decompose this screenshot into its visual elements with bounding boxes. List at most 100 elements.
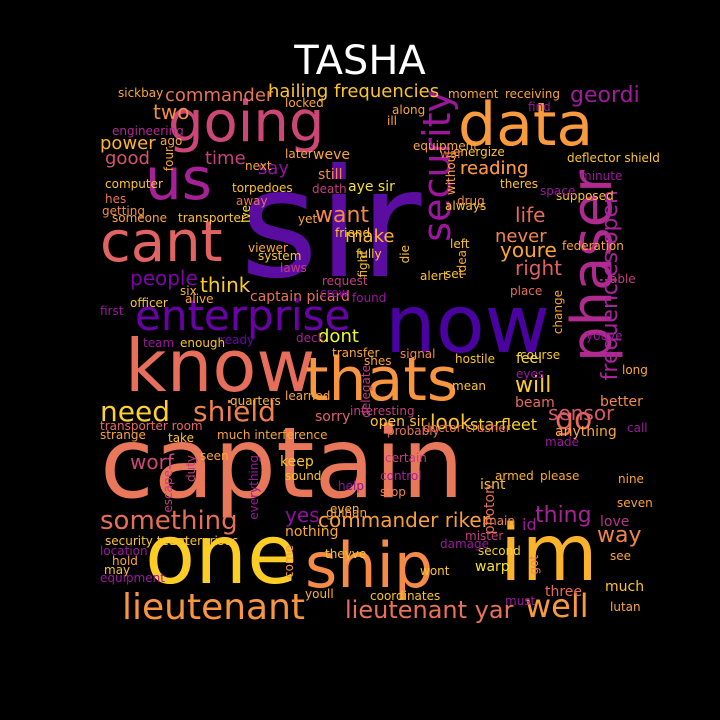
word-course: course [520, 348, 561, 362]
word-captain: captain [100, 407, 464, 521]
word-energize: energize [453, 145, 505, 159]
word-now: now [385, 278, 551, 371]
word-cant: cant [100, 210, 223, 275]
word-strange: strange [100, 428, 146, 442]
word-thats: thats [305, 345, 459, 415]
word-nothing: nothing [285, 524, 339, 540]
word-first: first [100, 304, 124, 318]
word-people: people [130, 266, 198, 290]
word-make: make [345, 226, 395, 247]
word-commander-riker: commander riker [318, 508, 490, 532]
word-federation: federation [562, 239, 624, 253]
word-go: go [555, 402, 593, 437]
word-learned: learned [285, 389, 331, 403]
word-youre: youre [500, 238, 557, 262]
word-us: us [145, 145, 212, 213]
page-title: TASHA [294, 38, 426, 84]
word-thing: thing [535, 503, 592, 528]
word-laws: laws [280, 261, 307, 275]
word-ship: ship [305, 529, 434, 602]
word-quarters: quarters [230, 394, 281, 408]
word-geordi: geordi [570, 83, 640, 108]
word-got: got [527, 555, 541, 575]
word-change: change [551, 290, 565, 335]
word-war: war [440, 147, 463, 161]
word-call: call [627, 421, 648, 435]
word-nine: nine [618, 472, 644, 486]
word-come: come [282, 545, 296, 579]
word-second: second [478, 544, 521, 558]
word-deflector-shield: deflector shield [567, 151, 660, 165]
word-say: say [258, 158, 290, 179]
word-crew: crew [320, 286, 349, 300]
word-better: better [600, 394, 643, 410]
word-may: may [104, 563, 131, 577]
word-receiving: receiving [505, 87, 561, 101]
word-captain-picard: captain picard [250, 289, 350, 305]
word-hostile: hostile [455, 352, 495, 366]
word-set: set [445, 267, 464, 281]
word-seen: seen [200, 449, 229, 463]
word-want: want [315, 203, 370, 228]
word-certain: certain [385, 451, 427, 465]
word-look: look [430, 410, 472, 434]
word-going: going [168, 90, 325, 155]
word-away: away [236, 194, 268, 208]
word-lieutenant-yar: lieutenant yar [345, 596, 514, 624]
word-death: death [312, 182, 347, 196]
word-guinan: guinan [326, 506, 368, 520]
word-seven: seven [617, 496, 653, 510]
word-friend: friend [335, 226, 371, 240]
word-fight: fight [356, 250, 370, 278]
word-alert: alert [420, 269, 448, 283]
word-theyve: theyve [325, 547, 367, 561]
word-later: later [285, 147, 313, 161]
word-equipment: equipment [100, 571, 165, 585]
word-ready: ready [220, 333, 255, 347]
word-supposed: supposed [556, 189, 614, 203]
word-beam: beam [515, 395, 555, 411]
word-drug: drug [457, 194, 485, 208]
word-torpedoes: torpedoes [232, 181, 293, 195]
word-ill: ill [387, 114, 398, 128]
word-one: one [145, 508, 298, 603]
word-keep: keep [280, 454, 314, 470]
word-never: never [495, 226, 547, 247]
word-security-team: security team [105, 534, 188, 548]
word-long: long [622, 363, 648, 377]
word-warp: warp [475, 559, 510, 575]
word-data: data [458, 90, 594, 160]
word-die: die [398, 245, 412, 264]
word-place: place [510, 284, 543, 298]
word-everything: everything [247, 455, 261, 520]
word-delegate: delegate [359, 365, 373, 418]
word-viewer: viewer [248, 241, 288, 255]
word-hold: hold [112, 554, 138, 568]
word-always: always [445, 199, 487, 213]
word-doctor-crusher: doctor crusher [423, 421, 511, 435]
word-reading: reading [460, 158, 529, 179]
word-reading: reading [460, 158, 529, 179]
word-found: found [352, 291, 387, 305]
word-mean: mean [452, 379, 487, 393]
word-think: think [200, 273, 251, 297]
word-yet: yet [298, 212, 318, 226]
word-engineering: engineering [112, 124, 184, 138]
word-moment: moment [448, 87, 499, 101]
word-main: main [485, 514, 515, 528]
word-officer: officer [130, 296, 168, 310]
word-good: good [105, 148, 150, 169]
word-feel: feel [516, 351, 543, 367]
word-armed: armed [495, 469, 534, 483]
word-isnt: isnt [480, 477, 506, 493]
word-ive: ive [239, 205, 253, 223]
word-wont: wont [420, 564, 450, 578]
word-shes: shes [364, 354, 392, 368]
word-transporter: transporter [178, 211, 246, 225]
word-sir: sir [240, 138, 422, 312]
word-something: something [100, 506, 238, 536]
word-see: see [610, 549, 632, 563]
word-deck: deck [296, 331, 325, 345]
word-equipment: equipment [413, 139, 478, 153]
word-dont: dont [318, 326, 359, 347]
